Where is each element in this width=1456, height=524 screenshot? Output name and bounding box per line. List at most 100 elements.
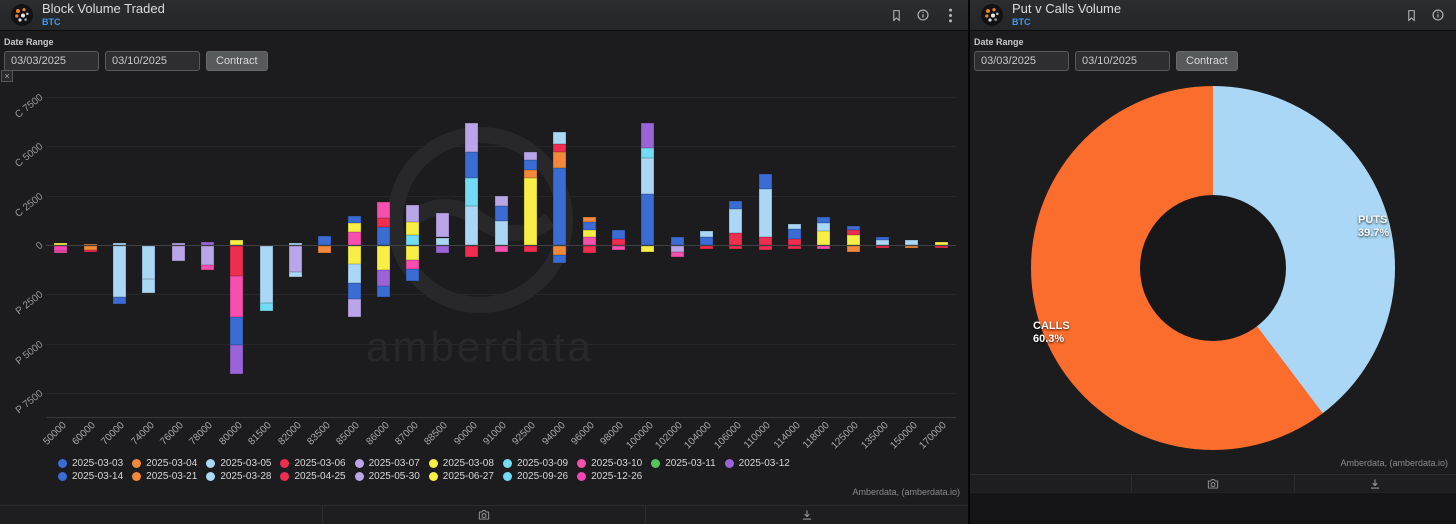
bar-segment[interactable] [142, 246, 156, 279]
download-button[interactable] [646, 506, 968, 524]
screenshot-button[interactable] [323, 506, 646, 524]
date-to-input[interactable] [1075, 51, 1170, 71]
legend-item[interactable]: 2025-03-08 [428, 458, 494, 469]
bar-segment[interactable] [611, 246, 625, 251]
bar-segment[interactable] [876, 236, 890, 240]
legend-item[interactable]: 2025-03-04 [132, 458, 197, 469]
bar-segment[interactable] [846, 226, 860, 231]
bar-segment[interactable] [377, 269, 391, 287]
bar-segment[interactable] [699, 230, 713, 237]
bar-segment[interactable] [406, 259, 420, 269]
bar-segment[interactable] [553, 255, 567, 263]
bar-segment[interactable] [347, 299, 361, 317]
bar-segment[interactable] [670, 246, 684, 253]
bar-segment[interactable] [54, 243, 68, 245]
bar-segment[interactable] [230, 240, 244, 245]
bar-segment[interactable] [582, 230, 596, 237]
bar-segment[interactable] [641, 246, 655, 252]
bar-segment[interactable] [289, 246, 303, 272]
bar-segment[interactable] [54, 251, 68, 254]
bar-segment[interactable] [377, 201, 391, 219]
bar-segment[interactable] [582, 216, 596, 223]
bar-segment[interactable] [200, 246, 214, 265]
bar-segment[interactable] [729, 246, 743, 250]
bar-segment[interactable] [171, 246, 185, 262]
bar-segment[interactable] [83, 249, 97, 253]
legend-item[interactable]: 2025-03-03 [58, 458, 123, 469]
screenshot-button[interactable] [1132, 475, 1295, 492]
bar-segment[interactable] [523, 152, 537, 160]
bar-segment[interactable] [934, 246, 948, 248]
bar-segment[interactable] [641, 122, 655, 149]
bar-segment[interactable] [670, 252, 684, 257]
bar-segment[interactable] [846, 246, 860, 252]
date-from-input[interactable] [974, 51, 1069, 71]
bar-segment[interactable] [582, 246, 596, 254]
bar-segment[interactable] [171, 243, 185, 245]
legend-item[interactable]: 2025-03-07 [354, 458, 420, 469]
bar-segment[interactable] [406, 246, 420, 260]
bookmark-icon[interactable] [1403, 7, 1419, 23]
bar-segment[interactable] [699, 246, 713, 249]
bar-segment[interactable] [347, 216, 361, 224]
legend-item[interactable]: 2025-03-09 [502, 458, 568, 469]
bar-segment[interactable] [641, 158, 655, 194]
bar-segment[interactable] [876, 239, 890, 245]
download-button[interactable] [1295, 475, 1456, 492]
bar-segment[interactable] [523, 159, 537, 170]
bar-segment[interactable] [729, 232, 743, 245]
bar-segment[interactable] [112, 297, 126, 305]
bar-segment[interactable] [817, 231, 831, 245]
bar-segment[interactable] [259, 246, 273, 304]
bar-segment[interactable] [553, 143, 567, 152]
bar-segment[interactable] [465, 177, 479, 206]
bar-segment[interactable] [523, 246, 537, 252]
bar-segment[interactable] [905, 246, 919, 248]
bar-segment[interactable] [465, 246, 479, 258]
bar-segment[interactable] [377, 246, 391, 270]
bar-segment[interactable] [758, 236, 772, 245]
legend-item[interactable]: 2025-03-05 [206, 458, 271, 469]
bar-segment[interactable] [200, 242, 214, 245]
bar-segment[interactable] [112, 243, 126, 245]
legend-item[interactable]: 2025-03-11 [651, 458, 716, 469]
bar-segment[interactable] [377, 286, 391, 298]
info-icon[interactable] [1430, 7, 1446, 23]
bar-segment[interactable] [83, 246, 97, 250]
legend-item[interactable]: 2025-09-26 [502, 471, 568, 482]
date-to-input[interactable] [105, 51, 200, 71]
bar-segment[interactable] [347, 223, 361, 233]
bar-segment[interactable] [876, 246, 890, 249]
bar-segment[interactable] [230, 344, 244, 375]
more-menu-icon[interactable] [942, 7, 958, 23]
legend-item[interactable]: 2025-03-21 [132, 471, 197, 482]
footer-cell-empty[interactable] [0, 506, 323, 524]
bar-segment[interactable] [259, 303, 273, 312]
legend-item[interactable]: 2025-05-30 [354, 471, 420, 482]
bar-segment[interactable] [934, 241, 948, 245]
bar-segment[interactable] [406, 222, 420, 236]
bar-segment[interactable] [318, 246, 332, 253]
legend-item[interactable]: 2025-12-26 [577, 471, 642, 482]
legend-item[interactable]: 2025-04-25 [280, 471, 346, 482]
bar-segment[interactable] [200, 264, 214, 270]
bar-segment[interactable] [611, 230, 625, 239]
bar-segment[interactable] [729, 200, 743, 210]
bar-segment[interactable] [230, 275, 244, 317]
bar-segment[interactable] [670, 236, 684, 245]
bar-segment[interactable] [758, 173, 772, 190]
bar-segment[interactable] [142, 278, 156, 294]
bar-segment[interactable] [377, 218, 391, 228]
bar-segment[interactable] [729, 209, 743, 233]
bar-segment[interactable] [788, 239, 802, 245]
bar-segment[interactable] [905, 239, 919, 245]
bar-segment[interactable] [758, 246, 772, 251]
bar-segment[interactable] [582, 236, 596, 245]
bar-segment[interactable] [435, 237, 449, 245]
bar-segment[interactable] [553, 131, 567, 144]
bar-segment[interactable] [347, 246, 361, 264]
bar-segment[interactable] [465, 152, 479, 178]
bar-segment[interactable] [788, 224, 802, 229]
legend-item[interactable]: 2025-03-28 [206, 471, 271, 482]
bar-segment[interactable] [846, 230, 860, 235]
